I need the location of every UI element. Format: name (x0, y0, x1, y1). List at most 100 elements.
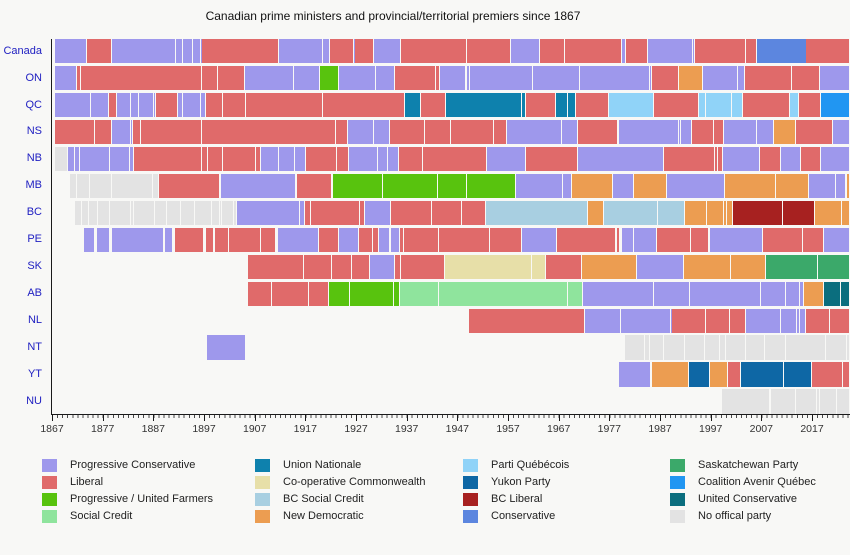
timeline-segment-nb-lib (399, 146, 422, 172)
timeline-segment-bc-ndp (587, 200, 603, 225)
legend-label-pc: Progressive Conservative (70, 459, 196, 471)
legend-label-lib: Liberal (70, 476, 104, 488)
legend-swatch-un (255, 459, 270, 472)
timeline-segment-qc-lib (108, 92, 116, 118)
timeline-segment-pe-lib (403, 227, 439, 252)
timeline-segment-mb-pc (613, 173, 634, 199)
timeline-segment-ab-ucp (823, 281, 841, 306)
x-axis-major-tick (153, 414, 155, 422)
timeline-segment-mb-prog (467, 173, 515, 199)
timeline-segment-nt-none (664, 335, 684, 360)
timeline-segment-pe-pc (390, 227, 399, 252)
timeline-segment-pe-pc (634, 227, 657, 252)
timeline-segment-mb-none (69, 173, 76, 199)
timeline-segment-nb-lib (256, 146, 260, 172)
timeline-segment-bc-none (233, 200, 236, 225)
legend-swatch-pc (42, 459, 57, 472)
timeline-segment-canada-lib (806, 39, 850, 64)
timeline-segment-ns-pc (678, 119, 681, 145)
timeline-segment-canada-pc (374, 39, 400, 64)
timeline-segment-ns-lib (795, 119, 833, 145)
x-axis-major-tick (457, 414, 459, 422)
timeline-segment-mb-lib (158, 173, 219, 199)
legend-swatch-bcl (463, 493, 478, 506)
timeline-segment-sk-sp (765, 254, 817, 279)
timeline-segment-nb-lib (800, 146, 821, 172)
timeline-segment-bc-none (154, 200, 166, 225)
timeline-segment-ab-pc (800, 281, 803, 306)
legend-label-caq: Coalition Avenir Québec (698, 476, 816, 488)
timeline-segment-qc-lib (222, 92, 245, 118)
timeline-segment-qc-pc (138, 92, 153, 118)
timeline-segment-nl-lib (729, 308, 731, 333)
timeline-segment-nb-lib (202, 146, 208, 172)
timeline-segment-bc-ndp (706, 200, 724, 225)
timeline-segment-canada-pc (323, 39, 330, 64)
timeline-segment-ns-lib (713, 119, 723, 145)
timeline-segment-bc-ndp (841, 200, 850, 225)
timeline-segment-pe-pc (112, 227, 163, 252)
x-axis-tick-label: 1927 (344, 423, 368, 435)
timeline-segment-canada-lib (745, 39, 756, 64)
timeline-segment-on-pc (54, 65, 76, 91)
timeline-segment-nt-none (826, 335, 847, 360)
timeline-segment-pe-pc (621, 227, 634, 252)
x-axis-tick-label: 1877 (91, 423, 115, 435)
timeline-segment-ns-pc (562, 119, 577, 145)
timeline-segment-on-lib (792, 65, 819, 91)
timeline-segment-pe-pc (824, 227, 850, 252)
timeline-segment-ab-prog (394, 281, 400, 306)
timeline-segment-bc-pc (299, 200, 304, 225)
legend-label-yp: Yukon Party (491, 476, 551, 488)
timeline-segment-pe-pc (521, 227, 556, 252)
timeline-segment-on-lib (745, 65, 792, 91)
timeline-segment-nt-none (705, 335, 720, 360)
timeline-segment-bc-bcsc (603, 200, 658, 225)
timeline-segment-pe-lib (373, 227, 379, 252)
timeline-segment-canada-pc (201, 39, 202, 64)
timeline-segment-nl-lib (469, 308, 584, 333)
x-axis-tick-label: 1897 (192, 423, 216, 435)
timeline-segment-qc-lib (654, 92, 699, 118)
timeline-segment-sk-ccf (444, 254, 532, 279)
timeline-segment-sk-lib (351, 254, 369, 279)
timeline-segment-nt-none (726, 335, 745, 360)
timeline-segment-mb-ndp (775, 173, 808, 199)
timeline-segment-nb-pc (577, 146, 664, 172)
timeline-segment-nu-none (816, 389, 819, 414)
timeline-segment-ab-ndp (803, 281, 823, 306)
timeline-segment-ns-pc (681, 119, 692, 145)
timeline-segment-nt-none (806, 335, 826, 360)
timeline-segment-nb-lib (422, 146, 486, 172)
timeline-segment-sk-pc (369, 254, 394, 279)
timeline-segment-on-pc (440, 65, 466, 91)
x-axis-major-tick (254, 414, 256, 422)
x-axis-major-tick (558, 414, 560, 422)
x-axis-minor-ticks (52, 414, 850, 419)
timeline-segment-on-lib (201, 65, 218, 91)
legend-swatch-socred (42, 510, 57, 523)
timeline-segment-mb-pc (667, 173, 724, 199)
timeline-segment-nt-none (847, 335, 850, 360)
timeline-segment-ns-lib (132, 119, 141, 145)
timeline-segment-ns-pc (111, 119, 131, 145)
x-axis-major-tick (102, 414, 104, 422)
timeline-segment-nt-none (645, 335, 650, 360)
timeline-segment-qc-pc (153, 92, 155, 118)
x-axis-tick-label: 1977 (597, 423, 621, 435)
timeline-segment-on-pc (338, 65, 375, 91)
chart-title: Canadian prime ministers and provincial/… (205, 9, 581, 23)
timeline-segment-canada-lib (695, 39, 745, 64)
timeline-segment-mb-prog (437, 173, 467, 199)
timeline-segment-bc-none (98, 200, 110, 225)
timeline-segment-ns-lib (202, 119, 336, 145)
timeline-segment-ns-pc (618, 119, 678, 145)
timeline-segment-nb-pc (79, 146, 109, 172)
timeline-segment-nb-pc (109, 146, 130, 172)
timeline-segment-bc-bcl (733, 200, 782, 225)
timeline-segment-mb-ndp (634, 173, 667, 199)
timeline-segment-nt-none (745, 335, 765, 360)
timeline-segment-bc-none (88, 200, 98, 225)
x-axis-major-tick (609, 414, 611, 422)
